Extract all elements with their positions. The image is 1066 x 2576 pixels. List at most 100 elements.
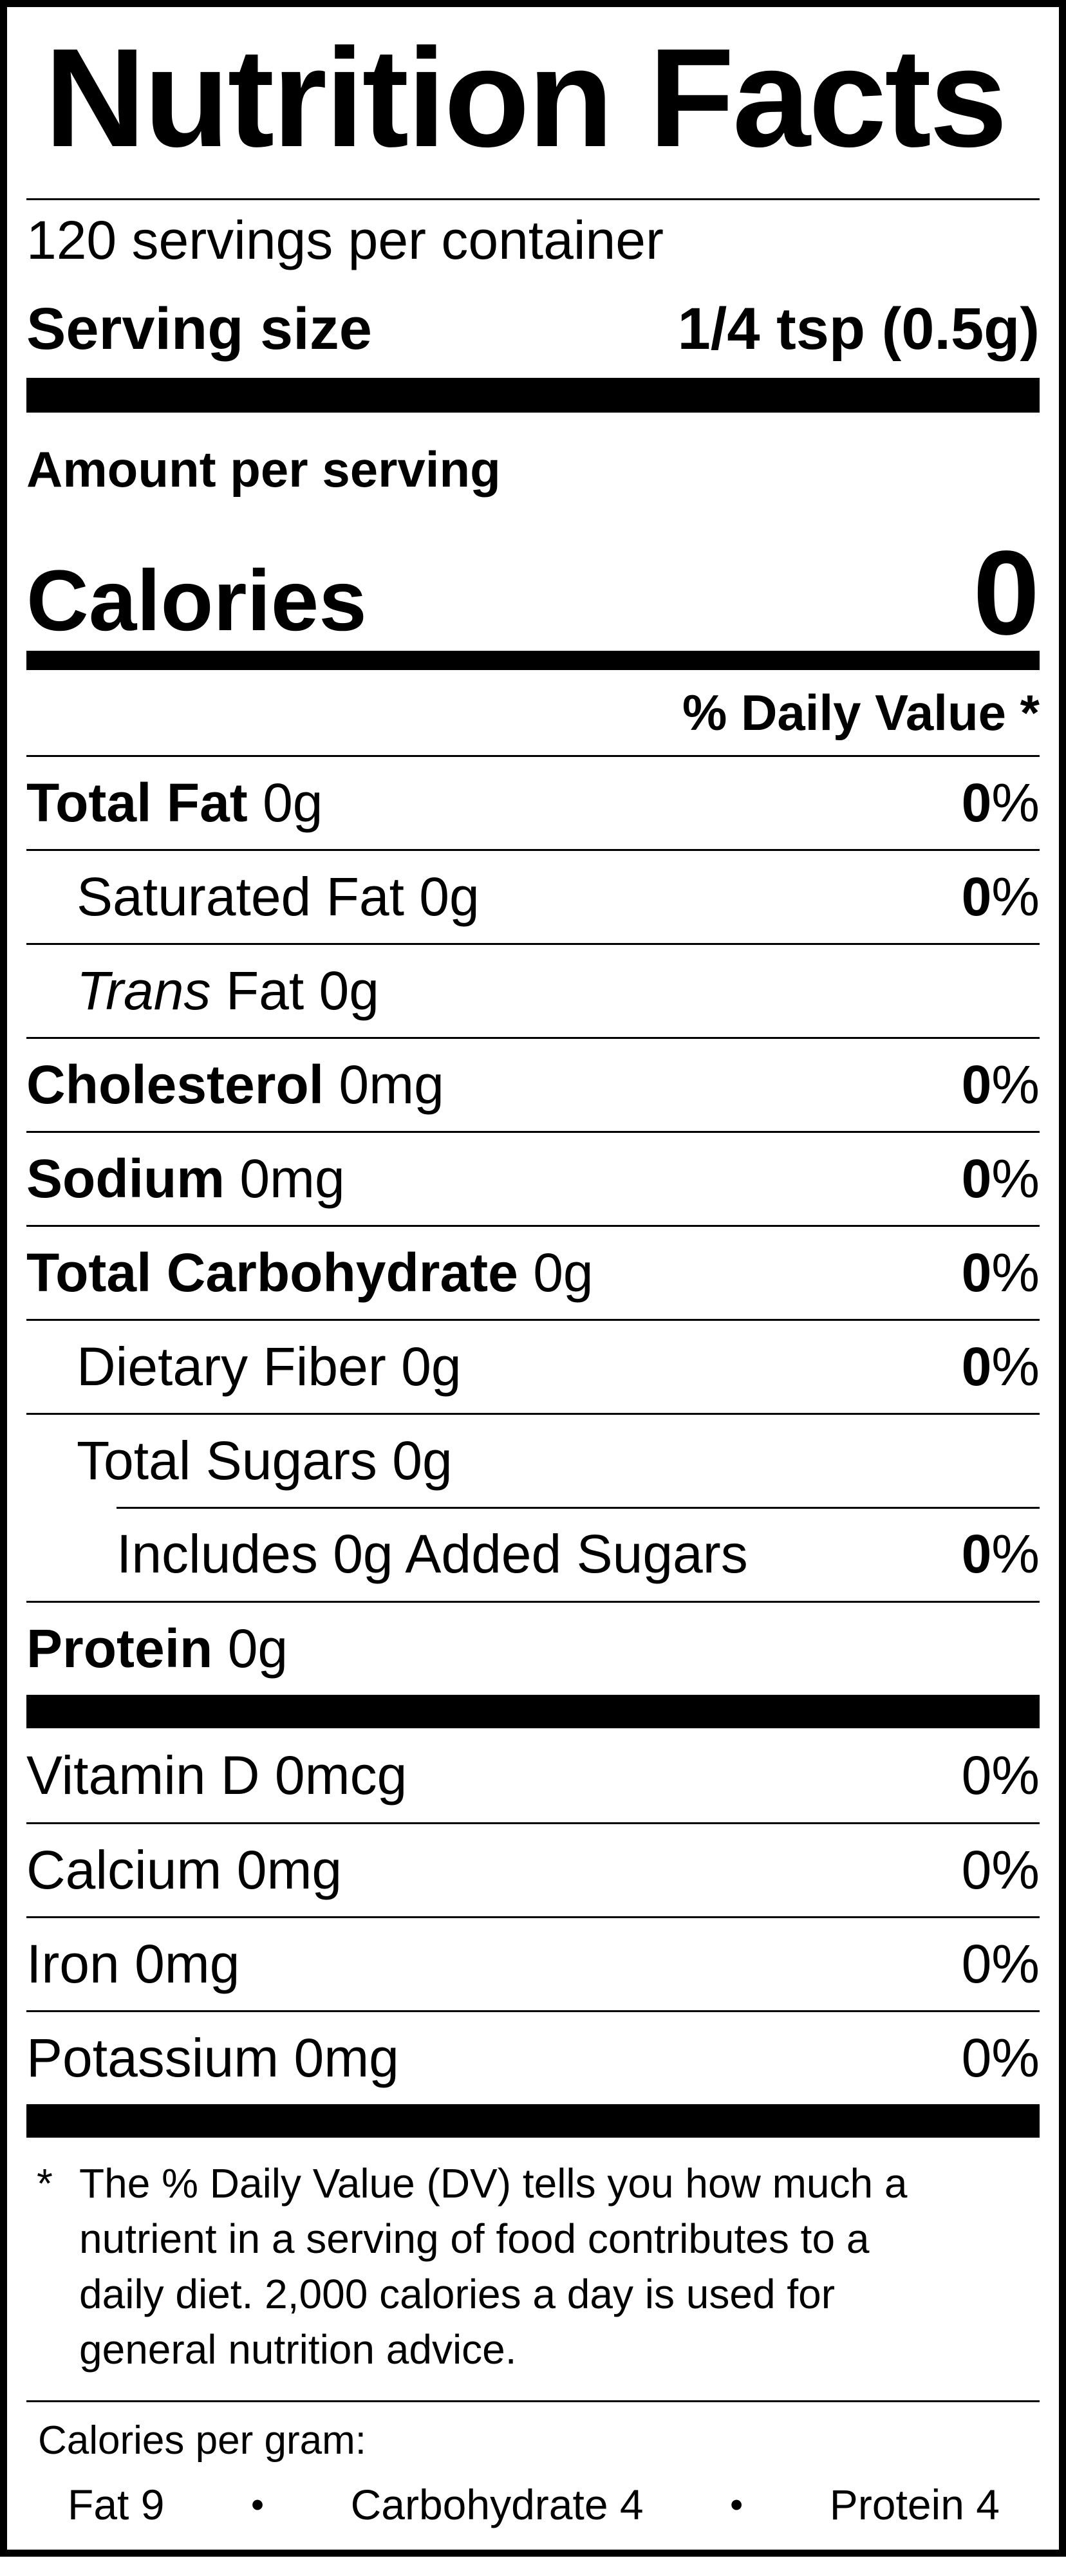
daily-value-percent: 0% [962, 1148, 1040, 1210]
indented-divider [117, 1507, 1040, 1509]
row-total-carbohydrate: Total Carbohydrate 0g 0% [26, 1225, 1040, 1319]
footnote-asterisk: * [37, 2160, 53, 2207]
daily-value-percent: 0% [962, 1839, 1040, 1901]
nutrient-label-part: Cholesterol [26, 1054, 339, 1115]
serving-size-value: 1/4 tsp (0.5g) [677, 295, 1040, 362]
daily-value-footnote: * The % Daily Value (DV) tells you how m… [26, 2138, 1040, 2400]
nutrient-label-part: Trans [77, 960, 211, 1022]
row-cholesterol: Cholesterol 0mg 0% [26, 1037, 1040, 1131]
calories-label: Calories [26, 553, 367, 649]
nutrient-label-part: 0g [263, 772, 323, 834]
row-potassium: Potassium 0mg 0% [26, 2010, 1040, 2104]
daily-value-header: % Daily Value * [682, 684, 1040, 741]
row-trans-fat: Trans Fat 0g [26, 943, 1040, 1037]
daily-value-percent-part: % [991, 772, 1040, 834]
daily-value-percent: 0% [962, 1054, 1040, 1116]
daily-value-percent-part: 0 [961, 1054, 992, 1115]
nutrient-label: Trans Fat 0g [26, 960, 379, 1022]
calories-per-gram-label: Calories per gram: [38, 2418, 366, 2463]
nutrient-label: Saturated Fat 0g [26, 866, 480, 928]
daily-value-percent-part: 0% [961, 1934, 1040, 1995]
nutrient-label-part: Saturated Fat 0g [77, 866, 480, 928]
servings-per-container: 120 servings per container [26, 209, 664, 270]
thick-bar-below-calories [26, 651, 1040, 671]
daily-value-percent: 0% [962, 1744, 1040, 1807]
nutrient-label-part: Sodium [26, 1148, 240, 1209]
daily-value-percent: 0% [962, 1523, 1040, 1585]
daily-value-percent-part: % [991, 1336, 1040, 1397]
label-title: Nutrition Facts [44, 20, 1007, 176]
row-total-fat: Total Fat 0g 0% [26, 755, 1040, 849]
nutrient-label: Calcium 0mg [26, 1839, 342, 1901]
row-calcium: Calcium 0mg 0% [26, 1822, 1040, 1916]
vitamin-rows-section: Vitamin D 0mcg 0% Calcium 0mg 0% Iron 0mg 0% P… [26, 1728, 1040, 2104]
nutrient-label: Cholesterol 0mg [26, 1054, 444, 1116]
thick-bar-above-calories [26, 378, 1040, 413]
nutrient-label-part: Potassium 0mg [26, 2028, 399, 2089]
serving-size-label: Serving size [26, 295, 372, 362]
serving-size-row: Serving size 1/4 tsp (0.5g) [26, 280, 1040, 378]
nutrient-label-part: 0g [227, 1618, 288, 1679]
row-sodium: Sodium 0mg 0% [26, 1131, 1040, 1225]
daily-value-percent: 0% [962, 866, 1040, 928]
nutrient-label-part: Dietary Fiber 0g [77, 1336, 462, 1397]
row-iron: Iron 0mg 0% [26, 1916, 1040, 2010]
calories-per-gram-items: Fat 9 • Carbohydrate 4 • Protein 4 [26, 2463, 1040, 2550]
divider-above-calories-per-gram [26, 2400, 1040, 2403]
row-protein: Protein 0g [26, 1601, 1040, 1695]
calories-per-gram-item: Protein 4 [829, 2481, 1000, 2529]
nutrient-label-part: Iron 0mg [26, 1934, 240, 1995]
daily-value-percent-part: 0% [961, 2028, 1040, 2089]
nutrient-label: Total Carbohydrate 0g [26, 1242, 594, 1304]
daily-value-percent: 0% [962, 1933, 1040, 1995]
footnote-text: The % Daily Value (DV) tells you how muc… [79, 2160, 908, 2373]
nutrient-label-part: 0mg [339, 1054, 444, 1115]
daily-value-percent-part: % [991, 866, 1040, 928]
nutrient-label: Potassium 0mg [26, 2027, 399, 2089]
daily-value-percent-part: % [991, 1523, 1040, 1584]
row-saturated-fat: Saturated Fat 0g 0% [26, 849, 1040, 943]
calories-per-gram-bullet: • [730, 2483, 743, 2526]
calories-per-gram-bullet: • [250, 2483, 265, 2526]
daily-value-percent-part: 0 [961, 1523, 992, 1584]
amount-per-serving-label: Amount per serving [26, 441, 501, 498]
row-added-sugars: Includes 0g Added Sugars 0% [26, 1507, 1040, 1601]
nutrient-label-part: Includes 0g Added Sugars [117, 1523, 748, 1584]
nutrient-label: Total Fat 0g [26, 772, 323, 834]
daily-value-percent: 0% [962, 2027, 1040, 2089]
nutrient-label: Protein 0g [26, 1618, 288, 1680]
daily-value-percent-part: 0 [961, 772, 992, 834]
daily-value-percent-part: 0 [961, 866, 992, 928]
nutrient-label-part: Fat 0g [210, 960, 379, 1022]
nutrient-label-part: Total Fat [26, 772, 263, 834]
thick-bar-above-footnote [26, 2104, 1040, 2138]
daily-value-percent-part: 0 [961, 1336, 992, 1397]
nutrient-label: Iron 0mg [26, 1933, 240, 1995]
calories-row: Calories 0 [26, 508, 1040, 653]
daily-value-percent: 0% [962, 1242, 1040, 1304]
nutrient-rows-section: Total Fat 0g 0% Saturated Fat 0g 0% Trans Fa… [26, 755, 1040, 1695]
nutrient-label-part: Total Sugars 0g [77, 1430, 453, 1491]
calories-per-gram-item: Fat 9 [68, 2481, 165, 2529]
nutrient-label-part: Protein [26, 1618, 228, 1679]
divider-under-title [26, 198, 1040, 201]
nutrient-label: Dietary Fiber 0g [26, 1336, 462, 1398]
nutrient-label-part: Vitamin D 0mcg [26, 1744, 407, 1806]
nutrient-label: Total Sugars 0g [26, 1430, 453, 1492]
daily-value-percent-part: % [991, 1242, 1040, 1303]
daily-value-percent: 0% [962, 772, 1040, 834]
nutrient-label: Sodium 0mg [26, 1148, 345, 1210]
daily-value-percent-part: 0% [961, 1744, 1040, 1806]
daily-value-percent-part: 0 [961, 1242, 992, 1303]
calories-per-gram-item: Carbohydrate 4 [350, 2481, 644, 2529]
thick-bar-above-vitamins [26, 1695, 1040, 1729]
nutrient-label-part: Total Carbohydrate [26, 1242, 534, 1303]
daily-value-percent: 0% [962, 1336, 1040, 1398]
daily-value-percent-part: 0% [961, 1840, 1040, 1901]
nutrient-label: Includes 0g Added Sugars [26, 1523, 748, 1585]
nutrient-label-part: Calcium 0mg [26, 1840, 342, 1901]
nutrient-label-part: 0g [533, 1242, 594, 1303]
row-dietary-fiber: Dietary Fiber 0g 0% [26, 1319, 1040, 1413]
row-vitamin-d: Vitamin D 0mcg 0% [26, 1728, 1040, 1822]
